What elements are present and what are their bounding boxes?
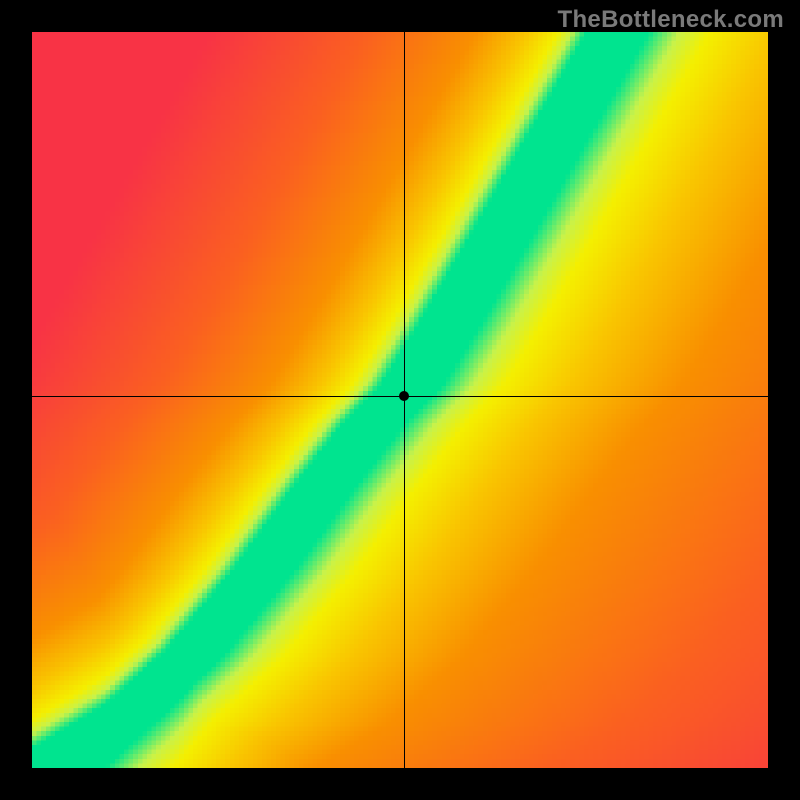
chart-container: TheBottleneck.com (0, 0, 800, 800)
crosshair-marker (399, 391, 409, 401)
watermark-text: TheBottleneck.com (558, 6, 784, 34)
plot-area (32, 32, 768, 768)
